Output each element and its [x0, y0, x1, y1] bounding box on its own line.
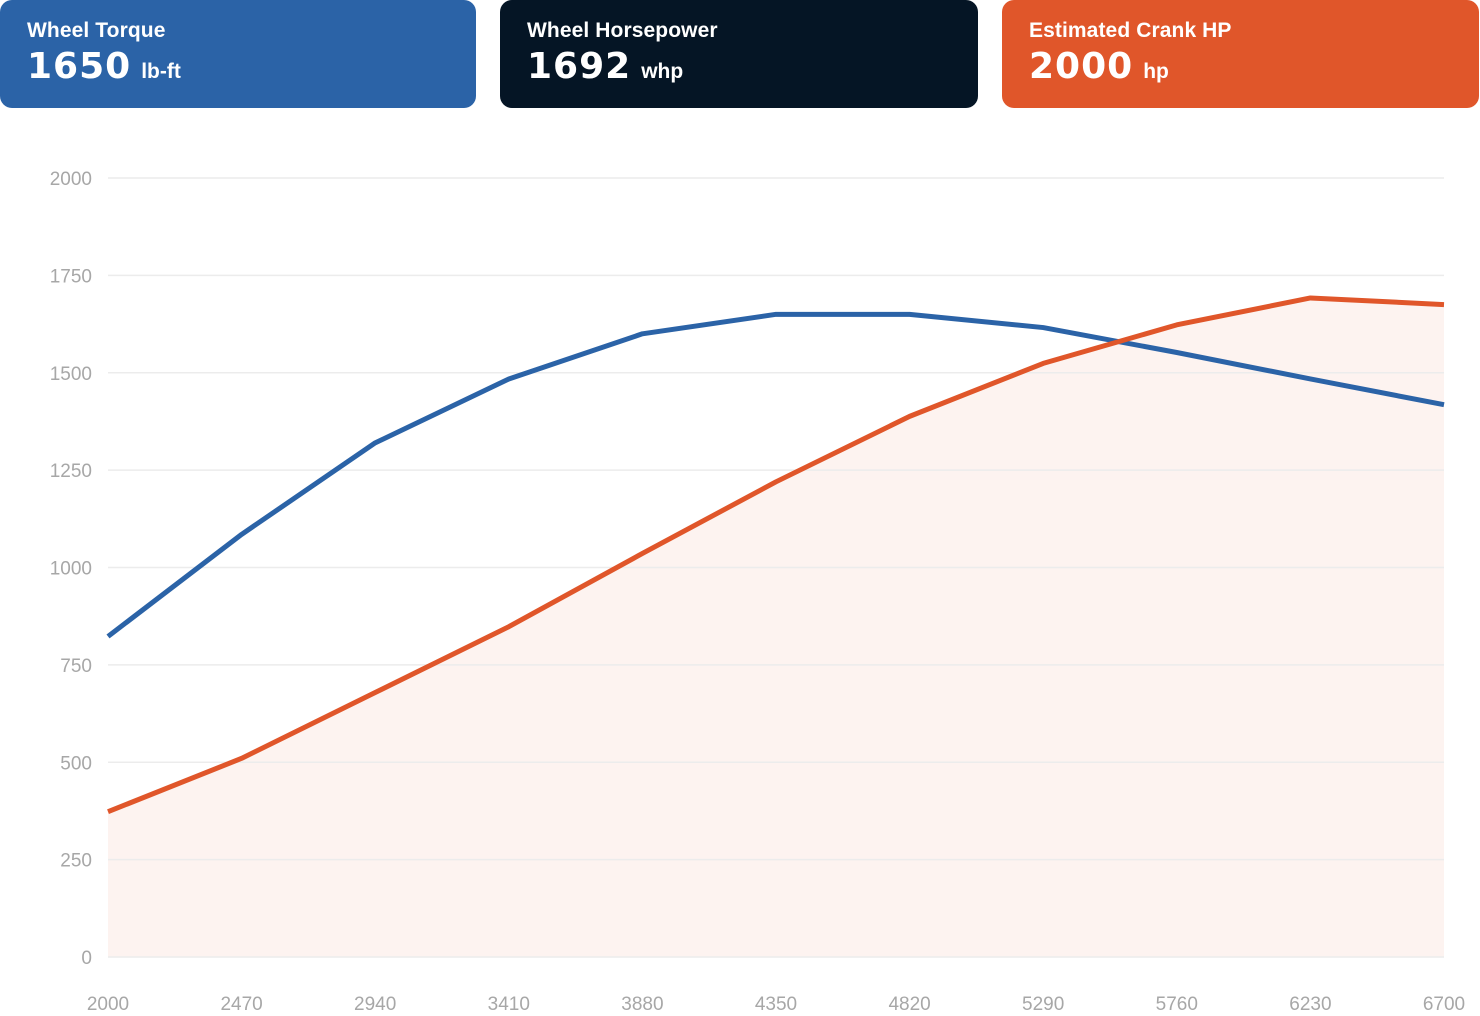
wheel-torque-value-row: 1650 lb-ft: [27, 46, 181, 87]
x-tick-label-5290: 5290: [1022, 994, 1064, 1015]
y-tick-label-1000: 1000: [50, 559, 92, 580]
wheel-horsepower-card: Wheel Horsepower 1692 whp: [500, 0, 978, 108]
y-tick-label-1750: 1750: [50, 266, 92, 287]
crank-hp-card: Estimated Crank HP 2000 hp: [1002, 0, 1479, 108]
horsepower-area: [108, 297, 1444, 957]
wheel-horsepower-unit: whp: [641, 60, 684, 83]
y-tick-label-0: 0: [81, 948, 92, 969]
stat-cards: Wheel Torque 1650 lb-ft Wheel Horsepower …: [0, 0, 1480, 108]
x-tick-label-5760: 5760: [1156, 994, 1198, 1015]
crank-hp-label: Estimated Crank HP: [1029, 19, 1232, 42]
crank-hp-unit: hp: [1143, 60, 1169, 83]
x-tick-label-6230: 6230: [1289, 994, 1331, 1015]
crank-hp-value-row: 2000 hp: [1029, 46, 1169, 87]
x-tick-label-2000: 2000: [87, 994, 129, 1015]
x-tick-label-4350: 4350: [755, 994, 797, 1015]
crank-hp-value: 2000: [1029, 46, 1134, 87]
wheel-horsepower-label: Wheel Horsepower: [527, 19, 718, 42]
x-tick-label-3880: 3880: [621, 994, 663, 1015]
x-tick-label-3410: 3410: [488, 994, 530, 1015]
y-tick-label-1250: 1250: [50, 461, 92, 482]
wheel-torque-value: 1650: [27, 46, 132, 87]
y-tick-label-1500: 1500: [50, 364, 92, 385]
y-tick-label-250: 250: [60, 851, 92, 872]
wheel-horsepower-value: 1692: [527, 46, 632, 87]
wheel-torque-label: Wheel Torque: [27, 19, 166, 42]
wheel-horsepower-value-row: 1692 whp: [527, 46, 683, 87]
x-tick-label-6700: 6700: [1423, 994, 1465, 1015]
y-tick-label-750: 750: [60, 656, 92, 677]
dyno-chart: 0 250 500 750 1000 1250 1500 1750 2000 2000 2470 29…: [50, 169, 1465, 1015]
x-tick-label-2940: 2940: [354, 994, 396, 1015]
y-tick-label-2000: 2000: [50, 169, 92, 190]
x-tick-label-4820: 4820: [888, 994, 930, 1015]
wheel-torque-card: Wheel Torque 1650 lb-ft: [0, 0, 476, 108]
x-tick-label-2470: 2470: [220, 994, 262, 1015]
y-tick-label-500: 500: [60, 753, 92, 774]
wheel-torque-unit: lb-ft: [141, 60, 181, 83]
